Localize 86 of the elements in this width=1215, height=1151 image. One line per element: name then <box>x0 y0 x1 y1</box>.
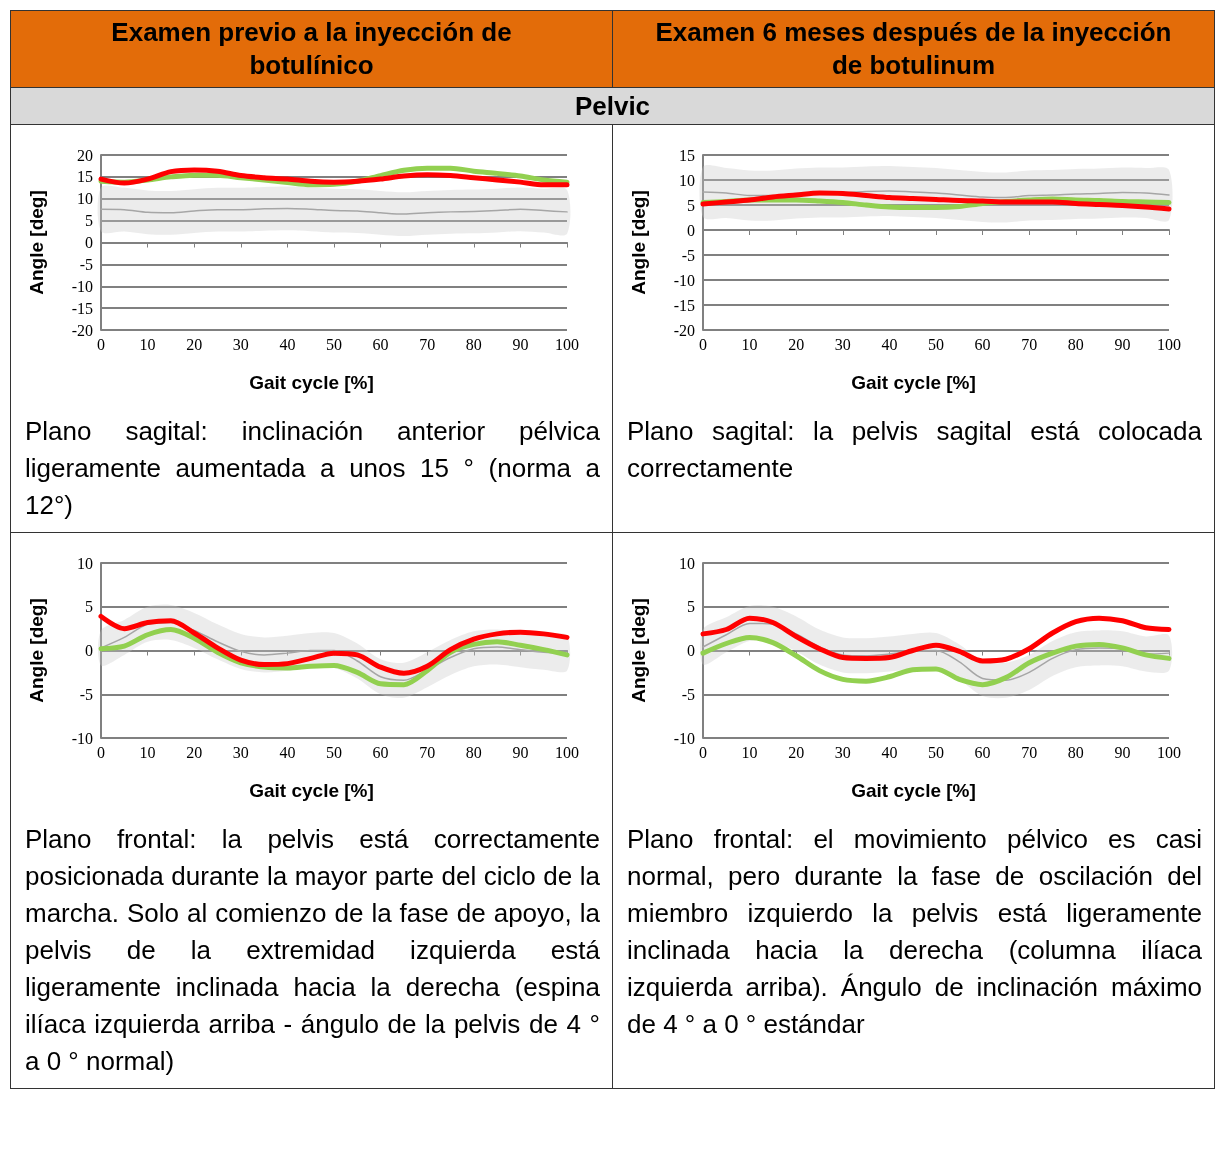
x-tick-label: 90 <box>512 335 529 353</box>
x-tick-label: 0 <box>97 743 105 761</box>
y-tick-label: -5 <box>79 685 93 703</box>
x-tick-label: 0 <box>699 335 707 353</box>
x-tick-label: 10 <box>741 743 758 761</box>
y-tick-label: 0 <box>85 234 93 251</box>
x-tick-label: 80 <box>465 335 482 353</box>
text: Plano sagital: inclinación anterior pélvica ligeramente aumentada a unos 15 ° (norma a 12°) <box>24 415 601 522</box>
x-tick-label: 60 <box>974 743 991 761</box>
chart-subtitle: Pelvic <box>10 87 1215 125</box>
x-tick-label: 50 <box>928 743 944 761</box>
x-tick-label: 40 <box>279 335 296 353</box>
y-tick-label: 15 <box>679 146 695 164</box>
x-tick-label: 90 <box>1114 335 1131 353</box>
y-tick-label: -10 <box>673 729 695 747</box>
x-tick-label: 30 <box>232 335 249 353</box>
y-tick-label: 5 <box>687 196 695 214</box>
y-axis-title: Angle [deg] <box>26 598 47 703</box>
text: Plano frontal: la pelvis está correctamente posicionada durante la mayor parte del ciclo de la marcha. Solo al comienzo de la fase de apoyo, la pelvis de la extremidad izquierda está ligeramente inclinada hacia la derecha (espina ilíaca izquierda arriba - ángulo de la pelvis de 4 ° a 0 ° normal) <box>24 823 601 1078</box>
x-tick-label: 100 <box>1157 743 1181 761</box>
x-axis-title: Gait cycle [%] <box>851 780 976 801</box>
x-tick-label: 30 <box>834 743 851 761</box>
chart-title: Examen previo a la inyección de botulínico <box>10 10 613 88</box>
y-tick-label: -20 <box>673 321 695 339</box>
text: Plano frontal: el movimiento pélvico es casi normal, pero durante la fase de oscilación del miembro izquierdo la pelvis está ligeramente inclinada hacia la derecha (columna ilíaca izquierda arriba). Ángulo de inclinación máximo de 4 ° a 0 ° estándar <box>626 823 1203 1041</box>
x-tick-label: 40 <box>279 743 296 761</box>
y-tick-label: 5 <box>85 212 93 230</box>
x-tick-label: 50 <box>326 743 342 761</box>
y-tick-label: 0 <box>85 642 93 659</box>
x-tick-label: 10 <box>139 335 156 353</box>
y-tick-label: 10 <box>77 190 93 208</box>
x-tick-label: 40 <box>881 335 898 353</box>
x-axis-title: Gait cycle [%] <box>851 372 976 393</box>
x-tick-label: 50 <box>326 335 342 353</box>
y-tick-label: -10 <box>71 277 93 295</box>
y-tick-label: 10 <box>77 554 93 572</box>
x-tick-label: 70 <box>1021 335 1038 353</box>
y-tick-label: -5 <box>681 246 695 264</box>
x-tick-label: 90 <box>512 743 529 761</box>
chart-title: Examen 6 meses después de la inyección de botulinum <box>612 10 1215 88</box>
y-tick-label: -10 <box>673 271 695 289</box>
y-axis-title: Angle [deg] <box>628 598 649 703</box>
x-tick-label: 60 <box>974 335 991 353</box>
x-tick-label: 30 <box>232 743 249 761</box>
x-tick-label: 50 <box>928 335 944 353</box>
y-tick-label: 10 <box>679 554 695 572</box>
x-tick-label: 100 <box>1157 335 1181 353</box>
x-tick-label: 90 <box>1114 743 1131 761</box>
x-tick-label: 20 <box>788 335 805 353</box>
x-axis-title: Gait cycle [%] <box>249 780 374 801</box>
x-tick-label: 30 <box>834 335 851 353</box>
y-tick-label: 0 <box>687 642 695 659</box>
x-tick-label: 70 <box>419 743 436 761</box>
y-tick-label: -10 <box>71 729 93 747</box>
y-tick-label: -5 <box>79 255 93 273</box>
y-tick-label: -5 <box>681 685 695 703</box>
y-tick-label: 10 <box>679 171 695 189</box>
x-tick-label: 100 <box>555 743 579 761</box>
x-tick-label: 70 <box>419 335 436 353</box>
x-tick-label: 10 <box>139 743 156 761</box>
y-tick-label: 5 <box>85 598 93 616</box>
y-tick-label: -15 <box>71 299 93 317</box>
y-tick-label: -15 <box>673 296 695 314</box>
y-tick-label: 20 <box>77 146 93 164</box>
x-tick-label: 0 <box>97 335 105 353</box>
x-tick-label: 80 <box>1067 743 1084 761</box>
x-axis-title: Gait cycle [%] <box>249 372 374 393</box>
y-axis-title: Angle [deg] <box>26 190 47 295</box>
x-tick-label: 100 <box>555 335 579 353</box>
x-tick-label: 80 <box>1067 335 1084 353</box>
x-tick-label: 70 <box>1021 743 1038 761</box>
y-tick-label: -20 <box>71 321 93 339</box>
x-tick-label: 20 <box>186 743 203 761</box>
x-tick-label: 80 <box>465 743 482 761</box>
x-tick-label: 40 <box>881 743 898 761</box>
text: Plano sagital: la pelvis sagital está colocada correctamente <box>626 415 1203 485</box>
y-tick-label: 0 <box>687 221 695 239</box>
x-tick-label: 60 <box>372 335 389 353</box>
x-tick-label: 20 <box>788 743 805 761</box>
y-tick-label: 15 <box>77 168 93 186</box>
y-tick-label: 5 <box>687 598 695 616</box>
x-tick-label: 0 <box>699 743 707 761</box>
y-axis-title: Angle [deg] <box>628 190 649 295</box>
x-tick-label: 60 <box>372 743 389 761</box>
x-tick-label: 10 <box>741 335 758 353</box>
x-tick-label: 20 <box>186 335 203 353</box>
